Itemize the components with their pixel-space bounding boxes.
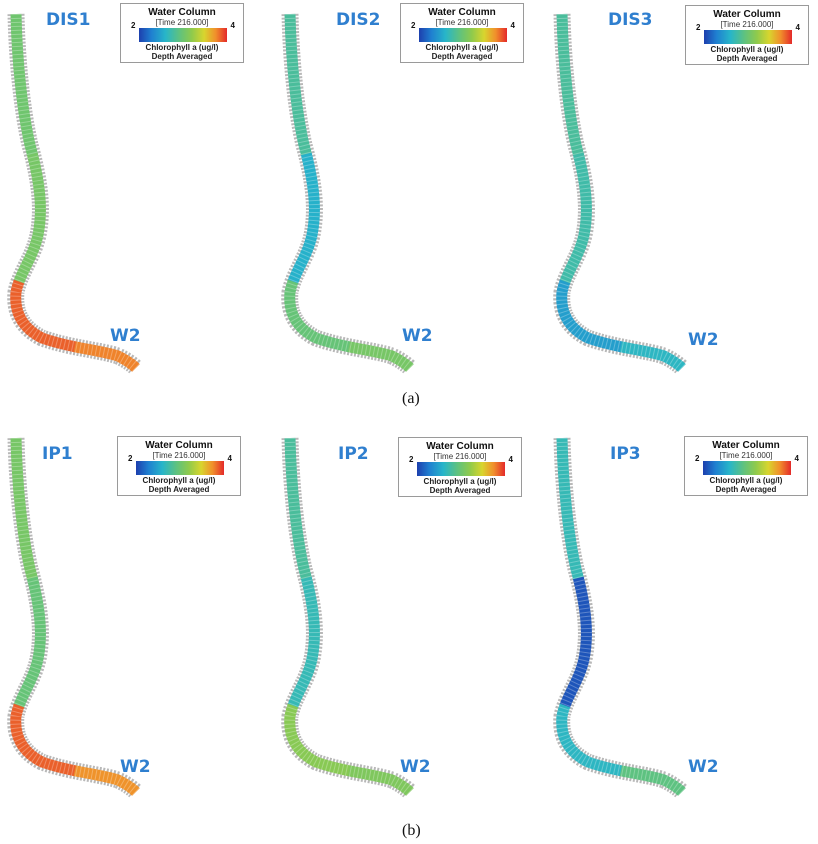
- river-map: [281, 437, 417, 799]
- panel-ip1: IP1 W2 Water Column [Time 216.000] 2 4 C…: [0, 424, 272, 824]
- station-label: W2: [400, 757, 431, 777]
- legend-title: Water Column: [712, 440, 780, 451]
- legend-min: 2: [696, 23, 701, 32]
- scenario-label: DIS1: [46, 10, 91, 30]
- legend-subtitle: Depth Averaged: [431, 52, 493, 61]
- legend-min: 2: [128, 454, 133, 463]
- panel-dis1: DIS1 W2 Water Column [Time 216.000] 2 4 …: [0, 0, 272, 400]
- channel-section-tail: [556, 13, 686, 372]
- color-legend: Water Column [Time 216.000] 2 4 Chloroph…: [400, 3, 524, 63]
- channel-section-middle: [284, 13, 414, 372]
- channel-section-upper: [284, 437, 414, 796]
- station-label: W2: [110, 326, 141, 346]
- legend-title: Water Column: [428, 7, 496, 18]
- caption-b: (b): [402, 822, 421, 839]
- legend-title: Water Column: [713, 9, 781, 20]
- legend-subtitle: Depth Averaged: [429, 486, 491, 495]
- legend-parameter: Chlorophyll a (ug/l): [425, 43, 499, 52]
- river-map: [553, 13, 689, 375]
- legend-colorbar: [703, 461, 791, 475]
- channel-section-tail: [284, 437, 414, 796]
- legend-parameter: Chlorophyll a (ug/l): [710, 45, 784, 54]
- panel-dis3: DIS3 W2 Water Column [Time 216.000] 2 4 …: [546, 0, 818, 400]
- channel-section-middle: [556, 437, 686, 796]
- color-legend: Water Column [Time 216.000] 2 4 Chloroph…: [684, 436, 808, 496]
- channel-section-middle: [10, 437, 140, 796]
- legend-colorbar: [417, 462, 505, 476]
- legend-title: Water Column: [145, 440, 213, 451]
- river-map: [7, 13, 143, 375]
- color-legend: Water Column [Time 216.000] 2 4 Chloroph…: [117, 436, 241, 496]
- legend-subtitle: Depth Averaged: [148, 485, 210, 494]
- legend-max: 4: [230, 21, 235, 30]
- legend-colorbar: [136, 461, 224, 475]
- legend-parameter: Chlorophyll a (ug/l): [709, 476, 783, 485]
- channel-section-middle: [556, 13, 686, 372]
- channel-section-middle: [284, 437, 414, 796]
- color-legend: Water Column [Time 216.000] 2 4 Chloroph…: [120, 3, 244, 63]
- legend-subtitle: Depth Averaged: [716, 54, 778, 63]
- river-map: [281, 13, 417, 375]
- legend-min: 2: [695, 454, 700, 463]
- legend-parameter: Chlorophyll a (ug/l): [423, 477, 497, 486]
- legend-max: 4: [510, 21, 515, 30]
- color-legend: Water Column [Time 216.000] 2 4 Chloroph…: [685, 5, 809, 65]
- legend-min: 2: [409, 455, 414, 464]
- channel-section-upper: [284, 13, 414, 372]
- legend-max: 4: [795, 23, 800, 32]
- panel-ip3: IP3 W2 Water Column [Time 216.000] 2 4 C…: [546, 424, 818, 824]
- legend-min: 2: [411, 21, 416, 30]
- legend-colorbar: [704, 30, 792, 44]
- station-label: W2: [688, 757, 719, 777]
- caption-a: (a): [402, 390, 420, 407]
- legend-title: Water Column: [426, 441, 494, 452]
- channel-section-tail: [556, 437, 686, 796]
- channel-section-tail: [10, 437, 140, 796]
- scenario-label: IP1: [42, 444, 73, 464]
- channel-section-tail: [284, 13, 414, 372]
- legend-time: [Time 216.000]: [152, 451, 206, 460]
- scenario-label: IP2: [338, 444, 369, 464]
- legend-max: 4: [227, 454, 232, 463]
- channel-section-upper: [556, 437, 686, 796]
- legend-parameter: Chlorophyll a (ug/l): [145, 43, 219, 52]
- station-label: W2: [120, 757, 151, 777]
- legend-time: [Time 216.000]: [155, 18, 209, 27]
- channel-section-tail: [10, 13, 140, 372]
- legend-colorbar: [419, 28, 507, 42]
- station-label: W2: [688, 330, 719, 350]
- legend-max: 4: [794, 454, 799, 463]
- legend-subtitle: Depth Averaged: [715, 485, 777, 494]
- panel-dis2: DIS2 W2 Water Column [Time 216.000] 2 4 …: [274, 0, 546, 400]
- panel-ip2: IP2 W2 Water Column [Time 216.000] 2 4 C…: [274, 424, 546, 824]
- legend-time: [Time 216.000]: [720, 20, 774, 29]
- channel-section-upper: [556, 13, 686, 372]
- legend-parameter: Chlorophyll a (ug/l): [142, 476, 216, 485]
- channel-section-middle: [10, 13, 140, 372]
- river-map: [7, 437, 143, 799]
- legend-time: [Time 216.000]: [719, 451, 773, 460]
- legend-time: [Time 216.000]: [433, 452, 487, 461]
- legend-colorbar: [139, 28, 227, 42]
- color-legend: Water Column [Time 216.000] 2 4 Chloroph…: [398, 437, 522, 497]
- legend-max: 4: [508, 455, 513, 464]
- legend-subtitle: Depth Averaged: [151, 52, 213, 61]
- station-label: W2: [402, 326, 433, 346]
- scenario-label: IP3: [610, 444, 641, 464]
- river-map: [553, 437, 689, 799]
- legend-title: Water Column: [148, 7, 216, 18]
- channel-section-upper: [10, 13, 140, 372]
- scenario-label: DIS3: [608, 10, 653, 30]
- legend-min: 2: [131, 21, 136, 30]
- legend-time: [Time 216.000]: [435, 18, 489, 27]
- scenario-label: DIS2: [336, 10, 381, 30]
- channel-section-upper: [10, 437, 140, 796]
